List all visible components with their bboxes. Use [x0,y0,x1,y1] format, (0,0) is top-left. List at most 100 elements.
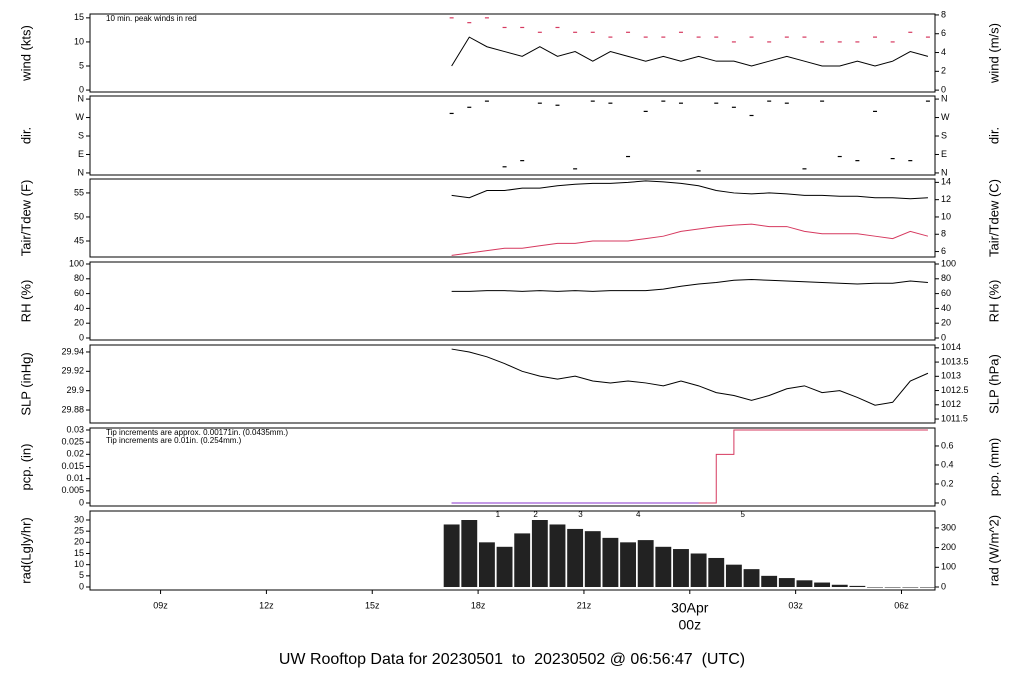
x-tick-label: 09z [153,600,168,610]
time-marker: 2 [533,510,538,519]
y-tick-label: 0 [79,332,84,342]
y-tick-label: 0 [79,497,84,507]
y2-tick-label: E [941,149,947,159]
bar [743,569,760,588]
x-tick-label: 18z [471,600,486,610]
panel-frame [89,178,936,258]
y-tick-label: W [76,112,85,122]
y-tick-label: 100 [69,258,84,268]
y2-tick-label: 0 [941,497,946,507]
y2-tick-label: 20 [941,318,951,328]
bar [920,587,936,588]
y-axis-label: Tair/Tdew (F) [18,180,33,257]
y-tick-label: 0 [79,84,84,94]
y2-tick-label: 1011.5 [941,413,968,423]
y-tick-label: 50 [74,211,84,221]
y-tick-label: 0 [79,581,84,591]
y2-tick-label: 1013.5 [941,356,969,366]
bar [584,531,601,588]
panel-frame [89,344,936,424]
y-tick-label: 0.01 [66,473,84,483]
data-line [451,36,929,67]
y2-tick-label: 0.4 [941,459,954,469]
y-tick-label: 10 [74,36,84,46]
y-tick-label: 5 [79,60,84,70]
y-tick-label: 0.025 [61,437,84,447]
x-tick-label: 00z [679,617,702,633]
bar [796,580,813,588]
data-line [451,279,928,292]
y-axis-label: wind (kts) [18,25,33,82]
date-label: 30Apr [671,600,709,616]
y2-tick-label: 100 [941,562,956,572]
y2-tick-label: 0.2 [941,478,954,488]
bar [708,557,725,588]
y2-tick-label: 0 [941,332,946,342]
panel-frame [89,261,936,341]
y-axis-label: dir. [18,127,33,144]
bar [461,520,478,588]
bar [549,524,566,588]
y-tick-label: 20 [74,537,84,547]
y2-tick-label: 0 [941,581,946,591]
y2-axis-label: SLP (hPa) [986,354,1001,414]
y-tick-label: 29.94 [61,346,84,356]
bar [673,549,689,588]
bar [531,520,548,588]
x-tick-label: 12z [259,600,274,610]
y2-tick-label: 2 [941,66,946,76]
y-tick-label: 29.92 [61,366,84,376]
y-tick-label: 25 [74,526,84,536]
data-line [451,348,929,406]
y-tick-label: S [78,130,84,140]
y2-tick-label: 100 [941,258,956,268]
y-tick-label: 30 [74,514,84,524]
bar [478,542,495,588]
x-tick-label: 15z [365,600,380,610]
y2-tick-label: 80 [941,273,951,283]
y2-axis-label: Tair/Tdew (C) [986,179,1001,257]
y-tick-label: N [78,93,85,103]
y2-tick-label: 1012 [941,399,961,409]
bar [831,584,848,588]
bar [567,528,584,588]
y2-tick-label: 1014 [941,342,961,352]
y-tick-label: 55 [74,187,84,197]
y-tick-label: 0.03 [66,424,84,434]
y-axis-label: RH (%) [18,280,33,323]
y2-tick-label: 4 [941,47,946,57]
x-tick-label: 21z [577,600,592,610]
bar [761,575,778,588]
annotation: Tip increments are 0.01in. (0.254mm.) [106,436,242,445]
y2-axis-label: RH (%) [986,280,1001,323]
time-marker: 4 [636,510,641,519]
bar [690,553,707,588]
y2-tick-label: N [941,93,948,103]
panel-frame [89,95,936,176]
time-marker: 5 [740,510,745,519]
panel-frame [89,510,936,591]
bar [814,582,831,588]
y2-tick-label: 10 [941,211,951,221]
bar [514,533,531,588]
x-tick-label: 06z [894,600,909,610]
time-marker: 1 [496,510,501,519]
bar [867,587,883,588]
y2-tick-label: N [941,167,948,177]
y2-axis-label: rad (W/m^2) [986,515,1001,586]
y2-tick-label: 6 [941,28,946,38]
bar [496,546,513,588]
bar [778,578,795,588]
y-axis-label: pcp. (in) [18,444,33,491]
y2-tick-label: S [941,130,947,140]
y-tick-label: 40 [74,303,84,313]
y-tick-label: N [78,167,85,177]
y2-tick-label: 300 [941,522,956,532]
step-line [451,429,928,504]
bar [655,546,672,588]
y-tick-label: 15 [74,548,84,558]
y-tick-label: 20 [74,318,84,328]
chart-title: UW Rooftop Data for 20230501 to 20230502… [279,651,745,668]
y-tick-label: 0.02 [66,449,84,459]
